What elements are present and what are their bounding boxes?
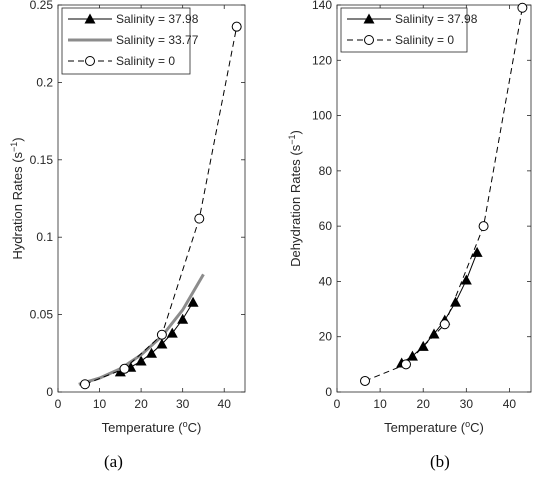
data-point-triangle: [146, 347, 157, 358]
data-point-circle: [194, 213, 205, 224]
panel-label-b: (b): [430, 452, 450, 471]
x-tick-label: 40: [218, 397, 232, 411]
x-axis-label: Temperature (oC): [102, 419, 202, 435]
y-tick-label: 100: [312, 109, 332, 123]
data-point-triangle: [460, 274, 472, 285]
x-tick-label: 30: [460, 397, 474, 411]
data-point-circle: [119, 363, 130, 374]
y-tick-label: 0.15: [30, 153, 54, 167]
legend-marker: [364, 35, 374, 45]
data-point-triangle: [471, 246, 483, 257]
legend-label: Salinity = 0: [395, 33, 454, 47]
legend-marker: [85, 56, 95, 66]
series-dashed-circle: [80, 21, 242, 390]
y-tick-label: 0: [325, 385, 332, 399]
legend: Salinity = 37.98 Salinity = 33.77 Salinity…: [61, 7, 199, 75]
y-tick-label: 80: [319, 164, 333, 178]
plot-area: [336, 4, 532, 393]
y-tick-label: 40: [319, 274, 333, 288]
data-point-circle: [231, 21, 242, 32]
data-point-triangle: [417, 340, 429, 351]
data-point-circle: [156, 329, 167, 340]
y-tick-label: 0.05: [30, 308, 54, 322]
chart-b: 0 10 20 30 40 0 20 40 60 80 100 120 140 Temperature (…: [287, 0, 532, 435]
x-tick-label: 20: [134, 397, 148, 411]
series-line: [401, 252, 478, 364]
y-axis-label: Dehydration Rates (s−1): [287, 130, 303, 267]
legend-label: Salinity = 33.77: [116, 33, 199, 47]
panel-label-a: (a): [104, 452, 123, 471]
y-axis-label: Hydration Rates (s−1): [9, 137, 25, 259]
legend-label: Salinity = 0: [116, 54, 175, 68]
y-tick-label: 0.25: [30, 0, 54, 12]
legend-box: [340, 7, 468, 53]
data-point-circle: [478, 221, 489, 232]
x-tick-label: 40: [503, 397, 517, 411]
y-tick-label: 0.1: [36, 230, 53, 244]
y-tick-label: 0.2: [36, 75, 53, 89]
plot-area: [57, 4, 246, 393]
data-point-circle: [400, 359, 411, 370]
x-tick-label: 20: [417, 397, 431, 411]
data-point-circle: [517, 2, 528, 13]
data-point-triangle: [156, 338, 168, 349]
chart-a: 0 10 20 30 40 0 0.05 0.1 0.15 0.2 0.25 Temperature …: [9, 0, 246, 435]
data-point-circle: [80, 379, 91, 390]
data-point-triangle: [187, 296, 199, 307]
data-point-triangle: [450, 296, 462, 307]
data-point-triangle: [166, 327, 178, 338]
legend-marker: [363, 13, 375, 24]
y-tick-label: 0: [46, 385, 53, 399]
y-tick-label: 20: [319, 330, 333, 344]
data-point-triangle: [428, 328, 440, 339]
legend-label: Salinity = 37.98: [116, 12, 199, 26]
x-tick-label: 0: [334, 397, 341, 411]
y-tick-label: 140: [312, 0, 332, 12]
data-point-circle: [360, 375, 371, 386]
x-tick-label: 30: [176, 397, 190, 411]
x-tick-label: 10: [373, 397, 387, 411]
x-tick-label: 10: [93, 397, 107, 411]
legend-label: Salinity = 37.98: [395, 12, 478, 26]
series-solid-triangle: [396, 246, 483, 368]
series-thick-gray: [78, 273, 205, 386]
data-point-triangle: [177, 313, 189, 324]
series-line: [78, 273, 205, 386]
x-axis-label: Temperature (oC): [384, 419, 484, 435]
data-point-triangle: [406, 350, 418, 361]
data-point-circle: [439, 319, 450, 330]
data-point-triangle: [135, 355, 147, 366]
legend-marker: [84, 13, 96, 24]
legend: Salinity = 37.98 Salinity = 0: [340, 7, 478, 53]
y-tick-label: 120: [312, 53, 332, 67]
y-tick-label: 60: [319, 219, 333, 233]
series-dashed-circle: [360, 2, 528, 386]
x-tick-label: 0: [55, 397, 62, 411]
